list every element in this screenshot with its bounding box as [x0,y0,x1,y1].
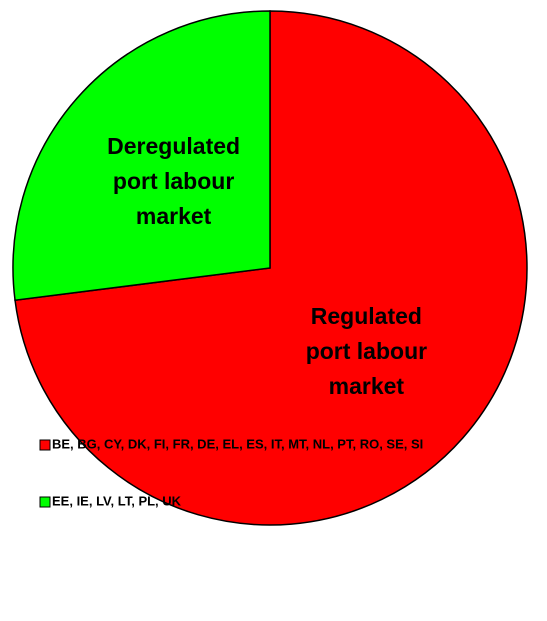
pie-slice [14,10,528,526]
legend-label: BE, BG, CY, DK, FI, FR, DE, EL, ES, IT, … [52,436,423,451]
legend-swatch [39,439,51,451]
slice-label: market [329,373,405,399]
slice-label: market [136,203,212,229]
legend-swatch [39,496,51,508]
pie-slice [12,10,271,302]
slice-label: port labour [306,338,427,364]
slice-label: port labour [113,168,234,194]
legend-label: EE, IE, LV, LT, PL, UK [52,493,182,508]
slice-label: Regulated [311,303,422,329]
slice-label: Deregulated [107,133,240,159]
